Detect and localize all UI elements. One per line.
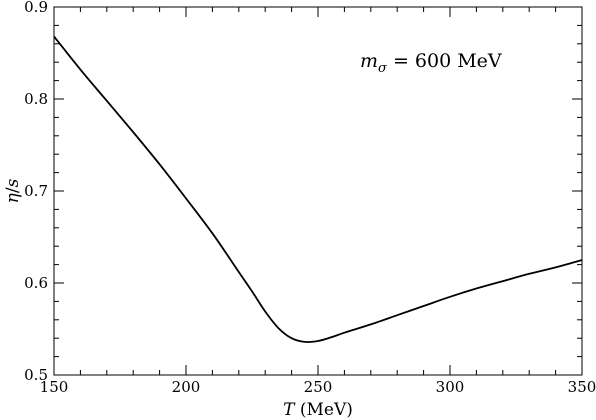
x-tick-label: 300 xyxy=(436,378,465,396)
y-tick-label: 0.7 xyxy=(24,182,48,200)
y-tick-label: 0.6 xyxy=(24,274,48,292)
y-tick-label: 0.9 xyxy=(24,0,48,16)
axis-ticks xyxy=(53,6,583,376)
x-axis-symbol: T xyxy=(283,400,296,420)
y-axis-label: η/s xyxy=(3,178,23,203)
tick-labels: 150 200 250 300 350 0.5 0.6 0.7 0.8 0.9 xyxy=(24,0,596,396)
y-axis-numerator: η xyxy=(3,192,23,203)
y-tick-label: 0.5 xyxy=(24,366,48,384)
y-axis-separator: / xyxy=(3,187,23,193)
x-tick-label: 200 xyxy=(172,378,201,396)
plot-frame xyxy=(53,6,583,376)
annotation-symbol: m xyxy=(360,50,378,72)
x-tick-label: 150 xyxy=(40,378,69,396)
x-axis-unit: (MeV) xyxy=(294,400,352,420)
series-line-eta-over-s xyxy=(53,35,583,343)
y-axis-denominator: s xyxy=(3,178,23,187)
x-tick-label: 250 xyxy=(304,378,333,396)
annotation-subscript: σ xyxy=(378,61,388,76)
x-axis-label: T (MeV) xyxy=(283,400,353,420)
x-tick-label: 350 xyxy=(568,378,596,396)
annotation-value: = 600 MeV xyxy=(387,50,502,72)
y-tick-label: 0.8 xyxy=(24,90,48,108)
annotation-sigma-mass: mσ = 600 MeV xyxy=(360,50,502,76)
